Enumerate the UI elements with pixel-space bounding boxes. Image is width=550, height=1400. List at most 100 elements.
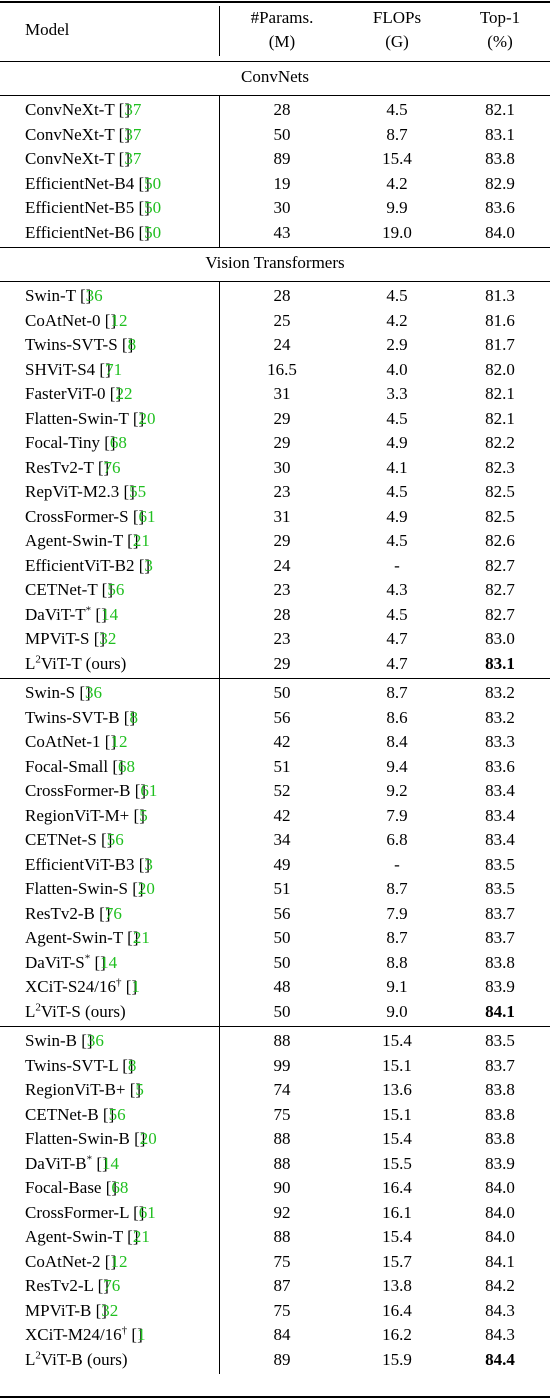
table-row: ConvNeXt-T [37] 28 4.5 82.1 (0, 98, 550, 123)
top1-cell: 83.4 (485, 781, 515, 800)
flops-cell: 8.7 (386, 879, 408, 898)
flops-cell: 4.2 (386, 173, 408, 193)
flops-cell: 2.9 (386, 335, 408, 354)
model-cell: EfficientNet-B4 [50] (25, 172, 161, 197)
model-cell: RepViT-M2.3 [55] (25, 480, 146, 505)
table-row: EfficientViT-B2 [3] 24 - 82.7 (0, 554, 550, 579)
table-row: SHViT-S4 [71] 16.5 4.0 82.0 (0, 358, 550, 383)
params-cell: 87 (273, 1276, 291, 1295)
top1-cell: 83.7 (485, 1055, 515, 1075)
table-row: Agent-Swin-T [21] 29 4.5 82.6 (0, 529, 550, 554)
table-row: DaViT-B* [14] 88 15.5 83.9 (0, 1152, 550, 1177)
flops-cell: 4.9 (386, 433, 408, 452)
flops-cell: 15.4 (382, 1129, 412, 1148)
citation-link: 8 (127, 1055, 137, 1075)
table-row: DaViT-T* [14] 28 4.5 82.7 (0, 603, 550, 628)
top1-cell: 84.1 (485, 1251, 515, 1271)
model-cell: XCiT-M24/16† [1] (25, 1323, 146, 1348)
top1-cell: 84.4 (485, 1349, 515, 1369)
params-cell: 99 (273, 1055, 291, 1075)
table-row: RepViT-M2.3 [55] 23 4.5 82.5 (0, 480, 550, 505)
top1-cell: 83.5 (485, 1031, 515, 1050)
flops-cell: 13.6 (382, 1080, 412, 1099)
table-row: Focal-Tiny [68] 29 4.9 82.2 (0, 431, 550, 456)
header-top1-name: Top-1 (479, 8, 521, 27)
top1-cell: 83.6 (485, 198, 515, 217)
column-divider (219, 678, 220, 1026)
model-cell: CoAtNet-0 [12] (25, 309, 127, 334)
flops-cell: 4.0 (386, 359, 408, 379)
top1-cell: 83.9 (485, 977, 515, 996)
section-rule (0, 247, 550, 248)
citation-link: 14 (102, 1153, 120, 1173)
citation-link: 12 (110, 732, 128, 751)
table-row: Focal-Small [68] 51 9.4 83.6 (0, 755, 550, 780)
model-cell: EfficientViT-B2 [3] (25, 554, 153, 579)
table-row: ResTv2-L [76] 87 13.8 84.2 (0, 1274, 550, 1299)
top1-cell: 82.2 (485, 433, 515, 452)
model-cell: Flatten-Swin-S [20] (25, 877, 155, 902)
top1-cell: 84.3 (485, 1300, 515, 1320)
model-cell: DaViT-S* [14] (25, 951, 117, 976)
params-cell: 90 (273, 1178, 291, 1197)
params-cell: 30 (273, 198, 291, 217)
flops-cell: 4.5 (386, 100, 408, 119)
flops-cell: 9.2 (386, 781, 408, 800)
table-row: CrossFormer-S [61] 31 4.9 82.5 (0, 505, 550, 530)
citation-link: 22 (115, 384, 133, 403)
citation-link: 14 (100, 952, 118, 972)
flops-cell: 4.5 (386, 482, 408, 501)
citation-link: 20 (137, 879, 155, 898)
header-top1-unit: (%) (487, 32, 513, 51)
params-cell: 29 (273, 433, 291, 452)
params-cell: 29 (273, 408, 291, 428)
flops-cell: 4.9 (386, 506, 408, 526)
flops-cell: 9.9 (386, 198, 408, 217)
model-cell: CrossFormer-L [61] (25, 1201, 156, 1226)
citation-link: 76 (104, 903, 122, 923)
params-cell: 89 (273, 149, 291, 168)
flops-cell: 16.4 (382, 1300, 412, 1320)
model-cell: ConvNeXt-T [37] (25, 123, 141, 148)
params-cell: 50 (273, 683, 291, 702)
table-row: ResTv2-T [76] 30 4.1 82.3 (0, 456, 550, 481)
top1-cell: 83.1 (485, 653, 515, 673)
citation-link: 21 (132, 928, 150, 947)
model-cell: Flatten-Swin-B [20] (25, 1127, 157, 1152)
flops-cell: 8.7 (386, 928, 408, 947)
top1-cell: 82.5 (485, 506, 515, 526)
flops-cell: 4.3 (386, 580, 408, 599)
model-cell: L2ViT-T (ours) (25, 652, 127, 673)
top-rule (0, 1, 550, 3)
params-cell: 75 (273, 1104, 291, 1124)
table-row: ConvNeXt-T [37] 89 15.4 83.8 (0, 147, 550, 172)
params-cell: 74 (273, 1080, 291, 1099)
citation-link: 21 (132, 531, 150, 550)
table-row: Swin-T [36] 28 4.5 81.3 (0, 284, 550, 309)
params-cell: 23 (273, 629, 291, 648)
top1-cell: 83.4 (485, 830, 515, 849)
top1-cell: 83.2 (485, 707, 515, 727)
column-divider (219, 1026, 220, 1374)
table-row: EfficientViT-B3 [3] 49 - 83.5 (0, 853, 550, 878)
model-cell: Swin-T [36] (25, 284, 103, 309)
params-cell: 75 (273, 1300, 291, 1320)
citation-link: 5 (135, 1080, 144, 1099)
group-rule (0, 281, 550, 282)
table-row: ConvNeXt-T [37] 50 8.7 83.1 (0, 123, 550, 148)
params-cell: 28 (273, 604, 291, 624)
flops-cell: 3.3 (386, 384, 408, 403)
table-row: Twins-SVT-S [8] 24 2.9 81.7 (0, 333, 550, 358)
top1-cell: 83.5 (485, 879, 515, 898)
table-row: L2ViT-S (ours) 50 9.0 84.1 (0, 1000, 550, 1025)
model-cell: CoAtNet-1 [12] (25, 730, 127, 755)
params-cell: 31 (273, 506, 291, 526)
model-cell: EfficientNet-B5 [50] (25, 196, 161, 221)
table-row: Agent-Swin-T [21] 50 8.7 83.7 (0, 926, 550, 951)
model-cell: CrossFormer-B [61] (25, 779, 157, 804)
top1-cell: 84.2 (485, 1276, 515, 1295)
flops-cell: 19.0 (382, 222, 412, 242)
params-cell: 51 (273, 756, 291, 776)
params-cell: 30 (273, 457, 291, 477)
top1-cell: 82.1 (485, 408, 515, 428)
